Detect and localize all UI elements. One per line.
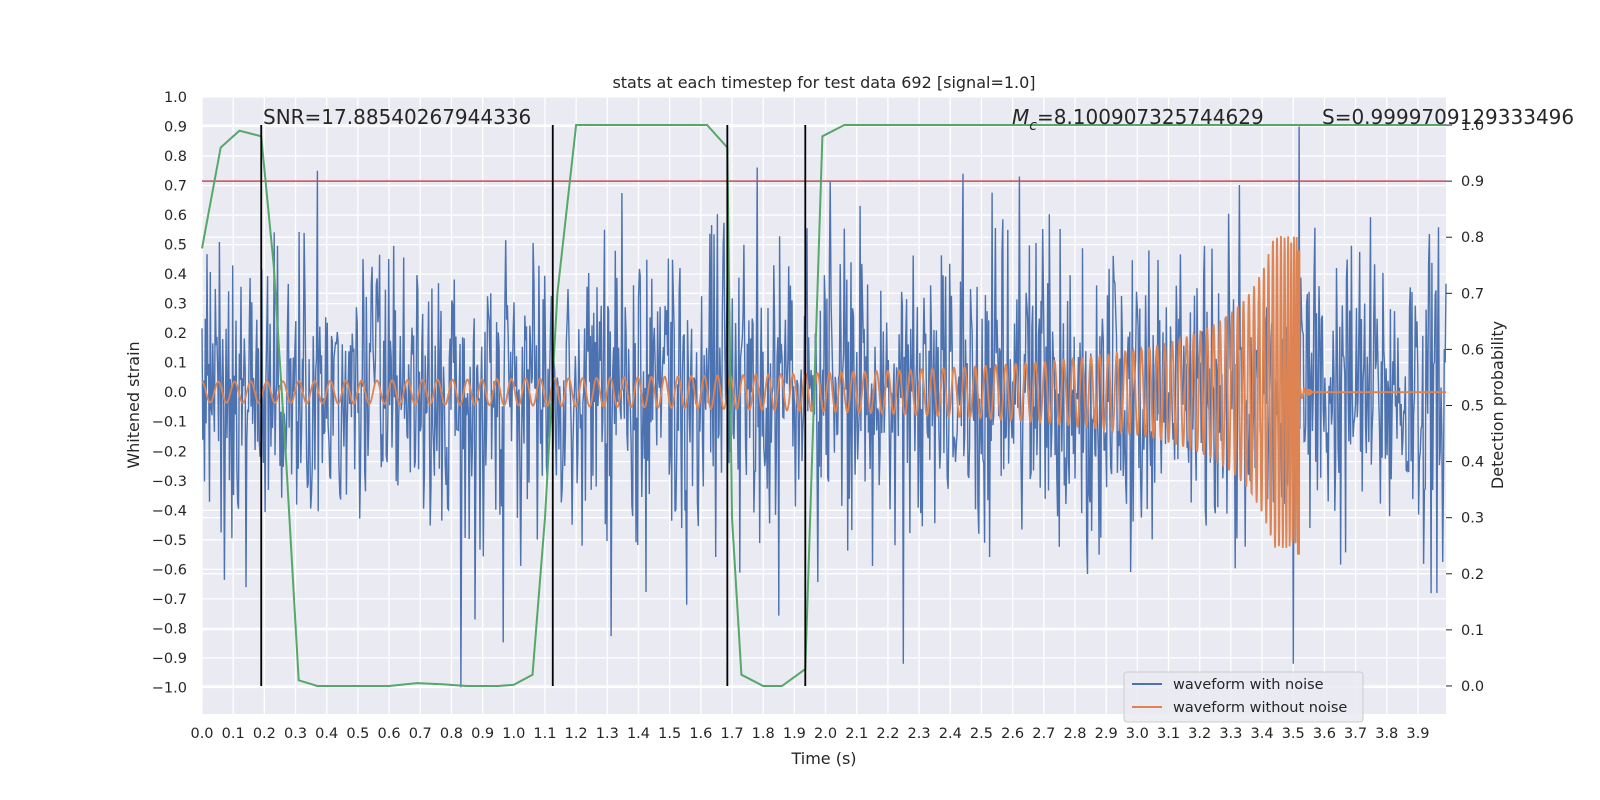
s-annotation: S=0.9999709129333496 xyxy=(1322,105,1574,129)
x-tick-label: 2.8 xyxy=(1063,726,1086,742)
y-tick-label-left: −0.3 xyxy=(152,474,187,490)
y-tick-labels-left: −1.0 −0.9 −0.8 −0.7 −0.6 −0.5 −0.4 −0.3 −0.2 −0.1… xyxy=(152,90,187,696)
series-waveform-without-noise xyxy=(201,235,1446,555)
y-axis-label-left: Whitened strain xyxy=(124,341,143,468)
x-tick-label: 1.7 xyxy=(720,726,743,742)
x-tick-label: 2.3 xyxy=(908,726,931,742)
y-tick-label-left: −0.1 xyxy=(152,415,187,431)
y-tick-label-right: 0.2 xyxy=(1461,567,1484,583)
x-tick-label: 0.6 xyxy=(378,726,401,742)
x-tick-label: 1.3 xyxy=(596,726,619,742)
x-tick-label: 2.7 xyxy=(1032,726,1055,742)
series-detection-probability xyxy=(201,124,1446,687)
y-tick-label-right: 0.8 xyxy=(1461,230,1484,246)
x-tick-labels: 0.0 0.1 0.2 0.3 0.4 0.5 0.6 0.7 0.8 0.9 1.0 1.1 1.2 1… xyxy=(190,726,1429,742)
y-tick-label-left: 0.8 xyxy=(164,149,187,165)
y-tick-label-left: −0.2 xyxy=(152,444,187,460)
x-tick-label: 0.3 xyxy=(284,726,307,742)
legend-label-waveform-with-noise: waveform with noise xyxy=(1173,677,1324,693)
x-tick-label: 1.5 xyxy=(658,726,681,742)
x-axis-label: Time (s) xyxy=(790,749,856,768)
chart-title: stats at each timestep for test data 692… xyxy=(612,73,1035,92)
y-tick-label-left: 0.2 xyxy=(164,326,187,342)
y-tick-label-right: 0.6 xyxy=(1461,342,1484,358)
x-tick-label: 1.6 xyxy=(689,726,712,742)
x-tick-label: 3.6 xyxy=(1313,726,1336,742)
chirp-mass-annotation: Mc=8.100907325744629 xyxy=(1012,105,1264,134)
x-tick-label: 0.5 xyxy=(346,726,369,742)
y-tick-label-left: −0.7 xyxy=(152,592,187,608)
y-axis-label-right: Detection probability xyxy=(1488,321,1507,489)
x-tick-label: 0.4 xyxy=(315,726,338,742)
legend-box xyxy=(1123,671,1364,723)
y-tick-label-right: 0.1 xyxy=(1461,623,1484,639)
y-tick-label-left: −0.6 xyxy=(152,562,187,578)
x-tick-label: 2.6 xyxy=(1001,726,1024,742)
x-tick-label: 3.9 xyxy=(1406,726,1429,742)
x-tick-label: 1.1 xyxy=(533,726,556,742)
y-tick-label-left: −1.0 xyxy=(152,680,187,696)
y-tick-label-left: 1.0 xyxy=(164,90,187,106)
y-tick-labels-right: 0.0 0.1 0.2 0.3 0.4 0.5 0.6 0.7 0.8 0.9 1.0 xyxy=(1446,118,1484,695)
x-tick-label: 3.8 xyxy=(1375,726,1398,742)
x-tick-label: 2.0 xyxy=(814,726,837,742)
y-tick-label-left: 0.1 xyxy=(164,356,187,372)
detection-probability-path xyxy=(201,124,1446,687)
x-tick-label: 3.2 xyxy=(1188,726,1211,742)
x-tick-label: 0.9 xyxy=(471,726,494,742)
y-tick-label-right: 0.5 xyxy=(1461,399,1484,415)
y-tick-label-left: 0.4 xyxy=(164,267,187,283)
x-tick-label: 2.2 xyxy=(876,726,899,742)
merger-marker xyxy=(1305,388,1313,396)
x-tick-label: 0.1 xyxy=(222,726,245,742)
x-tick-label: 2.4 xyxy=(939,726,962,742)
x-tick-label: 3.3 xyxy=(1219,726,1242,742)
x-tick-label: 1.2 xyxy=(565,726,588,742)
x-tick-label: 0.0 xyxy=(190,726,213,742)
x-tick-label: 0.2 xyxy=(253,726,276,742)
y-tick-label-right: 0.4 xyxy=(1461,455,1484,471)
y-tick-label-left: 0.0 xyxy=(164,385,187,401)
x-tick-label: 3.0 xyxy=(1126,726,1149,742)
chirp-mass-subscript: c xyxy=(1029,118,1037,134)
x-tick-label: 0.7 xyxy=(409,726,432,742)
y-tick-label-right: 0.7 xyxy=(1461,286,1484,302)
x-tick-label: 1.0 xyxy=(502,726,525,742)
y-tick-label-right: 0.3 xyxy=(1461,511,1484,527)
legend-label-waveform-without-noise: waveform without noise xyxy=(1173,700,1347,716)
x-tick-label: 3.5 xyxy=(1282,726,1305,742)
chirp-mass-symbol: M xyxy=(1012,105,1029,129)
vertical-markers xyxy=(260,125,807,686)
legend: waveform with noise waveform without noi… xyxy=(1123,671,1364,723)
y-tick-label-left: 0.5 xyxy=(164,238,187,254)
y-tick-label-left: −0.4 xyxy=(152,503,187,519)
y-tick-label-left: −0.9 xyxy=(152,651,187,667)
x-tick-label: 3.7 xyxy=(1344,726,1367,742)
x-tick-label: 1.8 xyxy=(752,726,775,742)
x-tick-label: 2.1 xyxy=(845,726,868,742)
y-tick-label-left: 0.7 xyxy=(164,179,187,195)
y-tick-label-right: 1.0 xyxy=(1461,118,1484,134)
y-tick-label-right: 0.9 xyxy=(1461,174,1484,190)
y-tick-label-left: −0.5 xyxy=(152,533,187,549)
y-tick-label-left: 0.6 xyxy=(164,208,187,224)
x-tick-label: 0.8 xyxy=(440,726,463,742)
x-tick-label: 3.1 xyxy=(1157,726,1180,742)
y-tick-label-left: 0.3 xyxy=(164,297,187,313)
clean-waveform-path xyxy=(201,235,1446,555)
y-tick-label-left: −0.8 xyxy=(152,621,187,637)
x-tick-label: 3.4 xyxy=(1251,726,1274,742)
x-tick-label: 1.9 xyxy=(783,726,806,742)
chirp-mass-value: =8.100907325744629 xyxy=(1037,105,1264,129)
snr-annotation: SNR=17.88540267944336 xyxy=(263,105,531,129)
x-tick-label: 1.4 xyxy=(627,726,650,742)
x-tick-label: 2.9 xyxy=(1095,726,1118,742)
y-tick-label-left: 0.9 xyxy=(164,120,187,136)
y-tick-label-right: 0.0 xyxy=(1461,679,1484,695)
x-tick-label: 2.5 xyxy=(970,726,993,742)
